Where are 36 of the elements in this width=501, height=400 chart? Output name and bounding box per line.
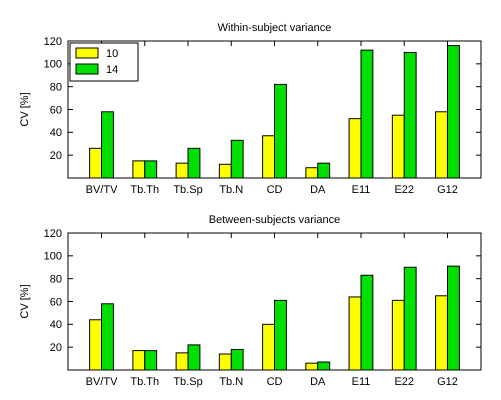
y-tick-label: 40 <box>50 127 62 140</box>
y-tick-label: 40 <box>50 319 62 332</box>
x-tick-label: Tb.N <box>219 376 244 388</box>
y-tick-label: 120 <box>44 36 62 48</box>
chart-title: Within-subject variance <box>218 22 332 34</box>
y-tick-label: 120 <box>44 228 62 240</box>
x-tick-label: CD <box>266 376 282 388</box>
x-tick-label: E22 <box>394 184 414 196</box>
y-tick-label: 100 <box>44 250 62 263</box>
y-tick-label: 80 <box>50 82 62 94</box>
y-axis-title: CV [%] <box>19 284 31 319</box>
x-tick-label: CD <box>266 184 282 196</box>
x-tick-label: BV/TV <box>86 184 118 196</box>
x-tick-label: DA <box>310 184 326 196</box>
x-tick-label: G12 <box>437 376 458 388</box>
y-tick-label: 20 <box>50 342 62 354</box>
y-tick-label: 60 <box>50 296 62 308</box>
legend-label: 14 <box>106 64 118 76</box>
x-tick-label: Tb.Th <box>130 184 160 196</box>
x-tick-label: E22 <box>394 376 414 388</box>
x-tick-label: E11 <box>352 376 370 388</box>
x-tick-label: Tb.Sp <box>173 376 203 388</box>
x-tick-label: DA <box>310 376 326 388</box>
y-tick-label: 60 <box>50 104 62 116</box>
legend-label: 10 <box>106 48 118 60</box>
x-tick-label: Tb.Sp <box>173 184 203 196</box>
chart-title: Between-subjects variance <box>208 214 340 226</box>
y-axis-title: CV [%] <box>19 92 31 127</box>
x-tick-label: BV/TV <box>86 376 118 388</box>
x-tick-label: Tb.N <box>219 184 244 196</box>
y-tick-label: 20 <box>50 150 62 162</box>
y-tick-label: 100 <box>44 58 62 71</box>
x-tick-label: G12 <box>437 184 458 196</box>
x-tick-label: E11 <box>352 184 370 196</box>
y-tick-label: 80 <box>50 274 62 286</box>
x-tick-label: Tb.Th <box>130 376 160 388</box>
